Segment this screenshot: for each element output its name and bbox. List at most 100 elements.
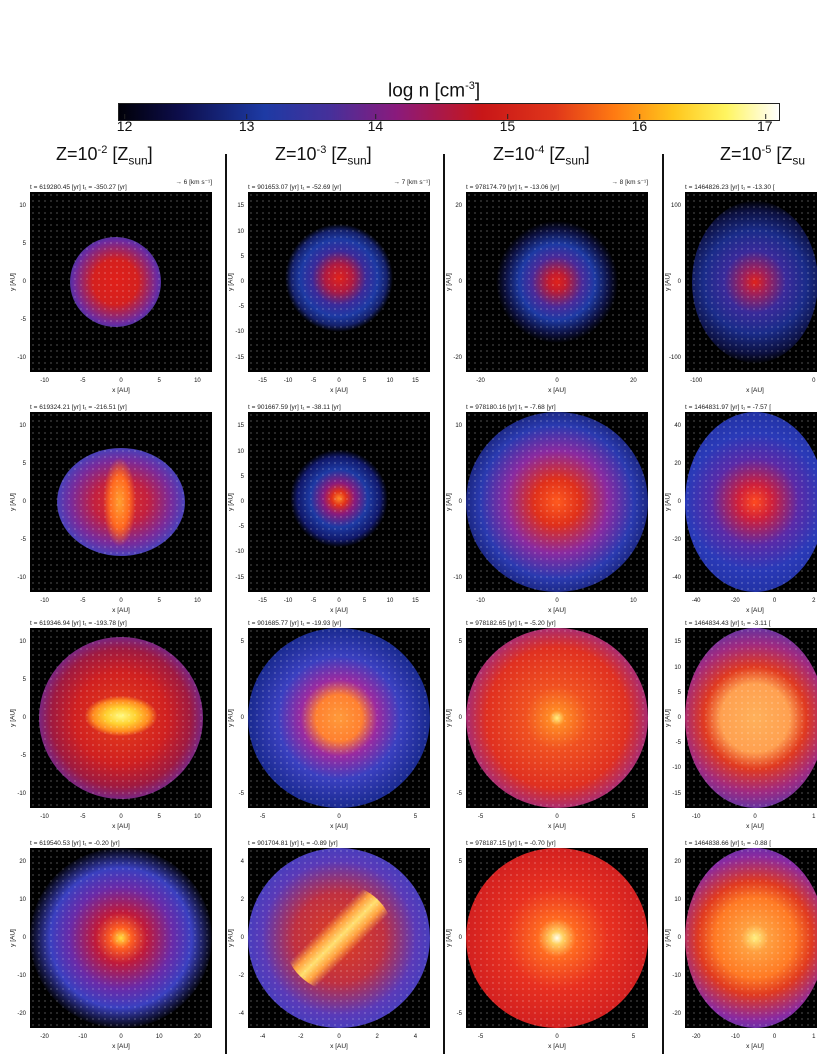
y-tick-label: 10 [455,423,462,430]
density-map [685,848,817,1028]
colorbar-tick: 17 [757,114,773,134]
x-tick-label: -10 [40,378,49,384]
panel-time-label: t = 1464831.97 [yr] t₁ = -7.57 [ [685,404,772,411]
x-axis-label: x [AU] [548,823,566,830]
velocity-field [466,628,648,808]
y-tick-label: 5 [458,639,462,646]
column-title: Z=10-5 [Zsu [720,144,805,168]
x-axis-label: x [AU] [746,607,764,614]
y-tick-label: 15 [674,639,681,646]
density-blob [30,848,212,1028]
density-panel: t = 1464834.43 [yr] t₁ = -3.11 [y [AU] x … [664,620,817,830]
y-tick-label: 20 [674,461,681,468]
x-tick-label: 0 [753,814,757,820]
y-tick-label: -5 [20,316,26,323]
y-tick-label: 5 [22,461,26,468]
x-tick-label: 2 [375,1034,379,1040]
density-blob [493,219,621,345]
density-map [248,848,430,1028]
x-tick-label: 5 [157,814,161,820]
density-blob [466,412,648,592]
column-divider [662,154,664,1054]
density-panel: t = 978187.15 [yr] t₁ = -0.70 [yr] y [AU]… [445,840,648,1050]
density-blob [466,628,648,808]
y-tick-label: 10 [237,228,244,235]
y-tick-label: 0 [240,499,244,505]
y-tick-label: 0 [458,935,462,941]
x-axis-label: x [AU] [548,387,566,394]
x-tick-label: -100 [690,378,703,384]
x-tick-label: 10 [194,598,201,604]
x-tick-label: 5 [362,378,367,384]
y-tick-label: 0 [458,279,462,285]
velocity-field [248,848,430,1028]
y-tick-label: -2 [238,972,244,979]
y-tick-label: 5 [240,253,244,260]
density-blob [102,457,136,547]
panel-time-label: t = 901653.07 [yr] t₁ = -52.69 [yr] [248,184,342,191]
y-tick-label: -10 [17,354,26,361]
density-panel: t = 619346.94 [yr] t₁ = -193.78 [yr] y [A… [9,620,212,830]
velocity-field [685,628,817,808]
density-blob [70,237,162,327]
density-panel: t = 901653.07 [yr] t₁ = -52.69 [yr] → 7 [… [227,179,430,394]
y-tick-label: -5 [456,790,462,797]
y-tick-label: -10 [235,329,244,336]
density-blob [692,201,817,363]
x-tick-label: -40 [691,598,701,604]
x-tick-label: 0 [119,1034,123,1040]
x-tick-label: 1 [812,814,816,820]
density-panel: t = 901667.59 [yr] t₁ = -38.11 [yr] y [AU… [227,404,430,614]
y-tick-label: 15 [237,203,244,210]
x-tick-label: -5 [310,598,317,604]
y-tick-label: -5 [20,752,26,759]
x-tick-label: -20 [40,1034,49,1040]
density-blob [284,224,394,333]
y-tick-label: 5 [22,677,26,684]
velocity-field [685,412,817,592]
colorbar-tick: 13 [238,114,255,134]
y-tick-label: -10 [453,574,462,581]
y-tick-label: -15 [235,354,244,361]
colorbar [118,103,780,121]
velocity-field [248,412,430,592]
column-divider [225,154,227,1054]
x-axis-label: x [AU] [330,387,348,394]
x-tick-label: -5 [477,814,484,820]
panel-time-label: t = 901704.81 [yr] t₁ = -0.89 [yr] [248,840,338,847]
density-blob [84,696,158,736]
x-tick-label: -10 [476,598,485,604]
y-tick-label: 100 [670,203,681,210]
x-tick-label: 0 [555,378,559,384]
y-tick-label: -20 [672,536,681,543]
y-tick-label: 5 [458,859,462,866]
x-tick-label: -5 [80,378,86,384]
density-panel: t = 1464826.23 [yr] t₁ = -13.30 [y [AU] x… [664,184,817,394]
x-tick-label: 10 [194,378,201,384]
panel-time-label: t = 901685.77 [yr] t₁ = -19.93 [yr] [248,620,342,627]
colorbar-tick: 14 [367,114,384,134]
x-tick-label: 0 [337,814,341,820]
x-tick-label: 2 [812,598,816,604]
panel-time-label: t = 1464834.43 [yr] t₁ = -3.11 [ [685,620,771,627]
x-tick-label: -15 [258,598,267,604]
density-panel: t = 978180.16 [yr] t₁ = -7.68 [yr] y [AU]… [445,404,648,614]
x-tick-label: 5 [362,598,367,604]
y-tick-label: -5 [238,304,244,311]
y-tick-label: 40 [674,423,681,430]
y-tick-label: 0 [240,279,244,285]
x-tick-label: 0 [119,378,123,384]
x-tick-label: 20 [630,378,637,384]
density-blob [248,628,430,808]
x-tick-label: 0 [119,814,123,820]
velocity-field [30,192,212,372]
x-tick-label: -2 [298,1034,304,1040]
y-tick-label: 0 [22,499,26,505]
y-tick-label: 5 [22,241,26,248]
x-tick-label: -10 [691,814,701,820]
y-tick-label: 0 [677,499,681,505]
density-map [466,192,648,372]
x-tick-label: 0 [337,1034,341,1040]
velocity-field [248,192,430,372]
column-title: Z=10-4 [Zsun] [493,144,590,168]
